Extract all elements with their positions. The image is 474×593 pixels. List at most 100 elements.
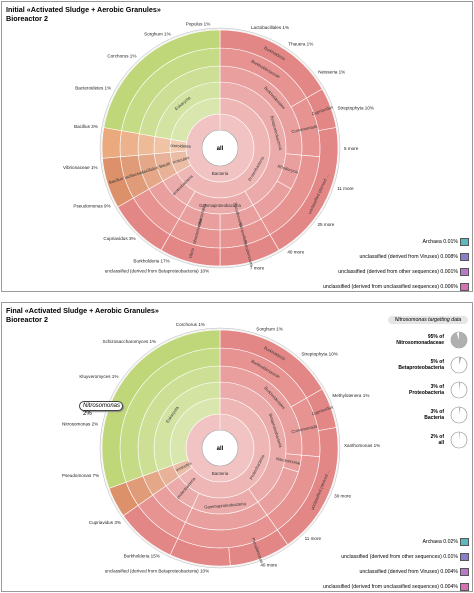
segment-label: Bacillus	[108, 176, 123, 185]
segment-label: Vibrio	[188, 247, 196, 259]
segment-label: Firmicutes	[170, 155, 190, 166]
outer-label: 11 more	[337, 186, 354, 191]
pie-wedge	[451, 332, 467, 348]
targeting-name: Betaproteobacteria	[398, 365, 444, 371]
segment-label: Nitrosomonadales	[276, 456, 310, 467]
outer-label: 11 more	[305, 536, 322, 541]
targeting-title: Nitrosomonas targetting data	[388, 316, 468, 324]
initial-title: Initial «Activated Sludge + Aerobic Gran…	[6, 5, 161, 14]
segment-segment[interactable]	[103, 29, 221, 131]
legend-value: 0.01%	[443, 239, 458, 245]
legend-name: unclassified (derived from unclassified …	[323, 284, 439, 290]
targeting-pct: 3% of	[430, 384, 444, 390]
legend-swatch	[460, 238, 469, 246]
legend-name: unclassified (derived from Viruses)	[359, 254, 439, 260]
segment-segment[interactable]	[101, 329, 221, 489]
segment-label: Bacteria	[212, 471, 229, 476]
center-label: all	[217, 146, 224, 152]
pie-wedge	[459, 357, 462, 365]
legend-item[interactable]: unclassified (derived from Viruses) 0.00…	[359, 569, 458, 575]
outer-label: Bacteroidetes 1%	[75, 86, 111, 91]
targeting-pie-icon	[450, 406, 468, 424]
targeting-pct: 2% of	[430, 434, 444, 440]
segment-label: Bacillaceae	[122, 169, 145, 180]
targeting-pie-icon	[450, 331, 468, 349]
legend-value: 0.02%	[443, 539, 458, 545]
targeting-name: all	[438, 440, 444, 446]
segment-label: Bacillales	[140, 165, 158, 175]
targeting-pct: 3% of	[430, 409, 444, 415]
outer-label: Burkholderia 17%	[133, 259, 169, 264]
pie-wedge	[459, 432, 461, 440]
outer-label: 5 more	[344, 146, 359, 151]
callout-name: Nitrosomonas	[83, 403, 121, 409]
segment-label: Bacteroidetes	[165, 143, 191, 149]
legend-item[interactable]: unclassified (derived from other sequenc…	[338, 269, 458, 275]
outer-label: Vibrionaceae 1%	[63, 165, 98, 170]
outer-label: Cupriavidus 3%	[89, 520, 121, 525]
outer-label: Thauera 1%	[288, 42, 313, 47]
legend-item[interactable]: Archaea 0.01%	[423, 239, 459, 245]
pie-wedge	[459, 382, 461, 390]
center-circle[interactable]	[201, 129, 239, 167]
targeting-item: 3% of Bacteria	[388, 409, 444, 421]
targeting-pct: 5% of	[430, 359, 444, 365]
legend-name: unclassified (derived from Viruses)	[359, 569, 439, 575]
legend-item[interactable]: Archaea 0.02%	[423, 539, 459, 545]
segment-label: Gammaproteobacteria	[199, 203, 241, 208]
targeting-item: 5% of Betaproteobacteria	[388, 359, 444, 371]
outer-label: 30 more	[334, 494, 351, 499]
final-panel: Final «Activated Sludge + Aerobic Granul…	[1, 302, 473, 592]
segment-segment[interactable]	[137, 133, 156, 156]
outer-label: Xanthomonas 1%	[344, 443, 380, 448]
pie-wedge	[459, 407, 461, 415]
outer-label: Sorghum 1%	[256, 327, 283, 332]
legend-swatch	[460, 538, 469, 546]
legend-item[interactable]: unclassified (derived from unclassified …	[323, 584, 458, 590]
initial-subtitle: Bioreactor 2	[6, 14, 48, 23]
initial-sunburst-chart[interactable]: Bacteria ProteobacteriaFirmicutesBacteroi…	[2, 2, 474, 293]
outer-label: Streptophyta 10%	[337, 105, 374, 110]
outer-label: Methylotenera 1%	[332, 393, 369, 398]
outer-label: 40 more	[287, 249, 304, 254]
legend-name: Archaea	[422, 239, 442, 245]
legend-value: 0.001%	[440, 269, 458, 275]
outer-label: Lactobacillales 1%	[251, 25, 289, 30]
targeting-name: Bacteria	[424, 415, 444, 421]
outer-label: Burkholderia 15%	[124, 554, 160, 559]
legend-item[interactable]: unclassified (derived from other sequenc…	[341, 554, 458, 560]
legend-item[interactable]: unclassified (derived from unclassified …	[323, 284, 458, 290]
outer-label: Populus 1%	[186, 22, 211, 27]
final-subtitle: Bioreactor 2	[6, 315, 48, 324]
outer-label: Streptophyta 10%	[301, 352, 338, 357]
targeting-pct: 95% of	[427, 334, 444, 340]
targeting-pie-icon	[450, 381, 468, 399]
center-circle[interactable]	[201, 429, 239, 467]
targeting-pie-icon	[450, 356, 468, 374]
outer-label: Corchorus 1%	[107, 54, 136, 59]
legend-value: 0.008%	[440, 254, 458, 260]
legend-swatch	[460, 283, 469, 291]
outer-label: Cupriavidus 3%	[103, 236, 135, 241]
final-sunburst-chart[interactable]: Bacteria ProteobacteriaFirmicutesBetaprot…	[2, 303, 474, 593]
targeting-item: 3% of Proteobacteria	[388, 384, 444, 396]
outer-label: Pseudomonas 7%	[62, 473, 99, 478]
outer-label: Schizosaccharomyces 1%	[103, 339, 157, 344]
outer-label: Nitrosomonas 2%	[62, 422, 98, 427]
outer-label: Sorghum 1%	[144, 31, 171, 36]
outer-label: Corchorus 1%	[176, 322, 205, 327]
segment-segment[interactable]	[101, 127, 122, 159]
legend-swatch	[460, 253, 469, 261]
legend-swatch	[460, 568, 469, 576]
outer-label: Pseudomonas 9%	[73, 204, 110, 209]
segment-label: Bacteria	[212, 171, 229, 176]
legend-item[interactable]: unclassified (derived from Viruses) 0.00…	[359, 254, 458, 260]
segment-label: Gammaproteobacteria	[204, 501, 247, 510]
legend-value: 0.01%	[443, 554, 458, 560]
final-title: Final «Activated Sludge + Aerobic Granul…	[6, 306, 159, 315]
nitrosomonas-callout[interactable]: Nitrosomonas 2%	[79, 401, 123, 417]
initial-panel: Initial «Activated Sludge + Aerobic Gran…	[1, 1, 473, 292]
segment-segment[interactable]	[119, 130, 140, 158]
legend-name: unclassified (derived from other sequenc…	[338, 269, 439, 275]
callout-value: 2%	[83, 411, 92, 417]
